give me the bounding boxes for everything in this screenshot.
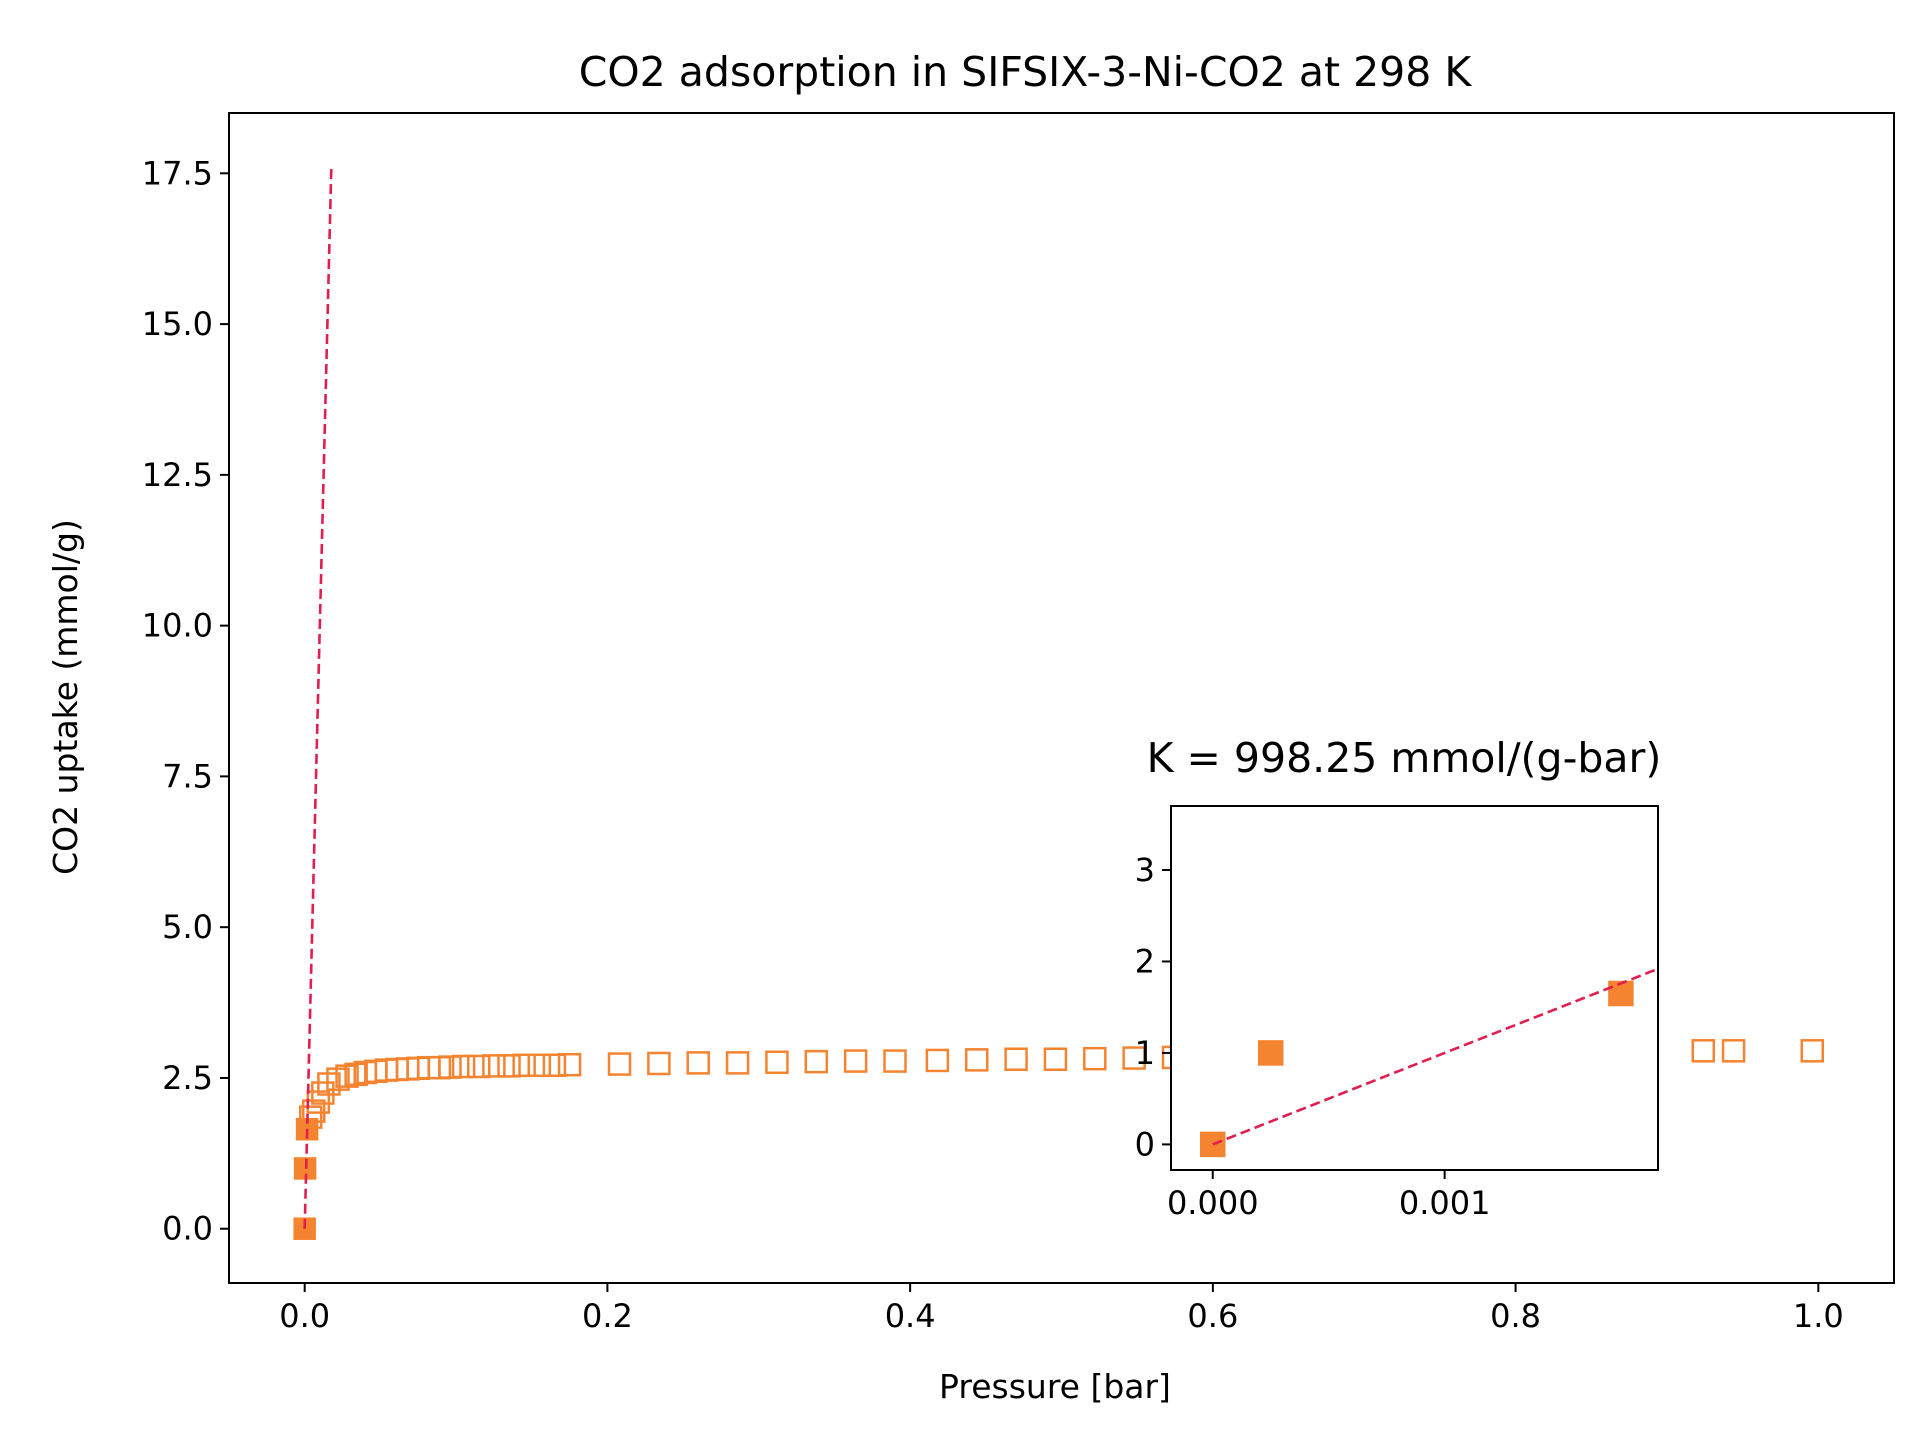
main-open-point [804, 1049, 829, 1074]
inset-y-tick-label: 0 [1135, 1125, 1155, 1163]
inset-y-tick-label: 1 [1135, 1034, 1155, 1072]
main-open-point [883, 1049, 907, 1073]
main-open-point [512, 1053, 536, 1078]
main-open-point [302, 1099, 326, 1123]
main-open-point [725, 1051, 750, 1075]
main-open-point [843, 1049, 868, 1073]
main-open-point [527, 1053, 552, 1078]
inset-filled-point [1199, 1131, 1226, 1158]
main-open-point [298, 1105, 323, 1129]
main-open-point [542, 1053, 567, 1078]
main-chart-title: CO2 adsorption in SIFSIX-3-Ni-CO2 at 298… [579, 48, 1473, 96]
main-y-tick-label: 12.5 [142, 456, 213, 494]
main-open-point [964, 1048, 989, 1072]
main-open-point [317, 1072, 341, 1096]
main-x-axis-label: Pressure [bar] [939, 1367, 1171, 1406]
main-open-point [1004, 1047, 1028, 1072]
main-open-point [335, 1064, 359, 1088]
inset-marks [1199, 967, 1658, 1158]
main-x-tick-label: 0.0 [279, 1297, 330, 1335]
main-open-point [344, 1062, 368, 1087]
main-open-point [686, 1051, 710, 1075]
main-y-tick-label: 2.5 [162, 1059, 213, 1097]
main-open-point [557, 1052, 582, 1077]
inset-y-tick-label: 2 [1135, 942, 1155, 980]
main-open-point [1083, 1046, 1107, 1071]
main-y-axis-label: CO2 uptake (mmol/g) [46, 519, 85, 875]
main-x-tick-label: 1.0 [1793, 1297, 1844, 1335]
main-open-point [311, 1081, 335, 1105]
main-x-tick-label: 0.6 [1187, 1297, 1238, 1335]
inset-chart-title: K = 998.25 mmol/(g-bar) [1147, 734, 1662, 782]
main-x-tick-label: 0.8 [1490, 1297, 1541, 1335]
inset-axes-frame [1170, 805, 1659, 1171]
main-open-point [1800, 1039, 1825, 1063]
main-axes-frame [228, 112, 1895, 1284]
main-open-point [467, 1054, 491, 1079]
main-open-point [482, 1054, 506, 1078]
main-open-point [925, 1048, 950, 1073]
main-open-point [1721, 1039, 1746, 1063]
main-plot: 0.0 0.2 0.4 0.6 0.8 1.0 0.0 2.5 5.0 7.5 10.0 12.5 15… [142, 112, 1895, 1335]
main-open-point [438, 1055, 462, 1079]
inset-y-tick-label: 3 [1135, 851, 1155, 889]
main-open-point [765, 1050, 789, 1075]
main-open-point [326, 1067, 350, 1091]
main-open-point [1691, 1039, 1716, 1063]
main-y-tick-label: 15.0 [142, 305, 213, 343]
inset-fit-line [1212, 967, 1658, 1146]
main-y-tick-label: 0.0 [162, 1210, 213, 1248]
main-open-point [607, 1052, 632, 1076]
main-fit-line [303, 167, 333, 1229]
main-open-point [1122, 1046, 1146, 1070]
main-x-tick-label: 0.2 [582, 1297, 633, 1335]
main-y-tick-label: 7.5 [162, 757, 213, 795]
main-y-tick-label: 17.5 [142, 154, 213, 192]
inset-filled-point [1257, 1040, 1284, 1066]
main-open-point [1043, 1047, 1068, 1072]
inset-plot: 0.000 0.001 0 1 2 3 [1135, 805, 1659, 1222]
main-open-point [497, 1054, 521, 1078]
main-open-point [451, 1054, 476, 1079]
main-x-tick-label: 0.4 [885, 1297, 936, 1335]
main-y-tick-label: 10.0 [142, 607, 213, 645]
inset-filled-point [1608, 980, 1634, 1007]
inset-x-tick-label: 0.000 [1167, 1184, 1259, 1222]
main-open-point [647, 1051, 671, 1076]
inset-x-tick-label: 0.001 [1399, 1184, 1491, 1222]
inset-plot-area [1171, 806, 1658, 1170]
main-y-tick-label: 5.0 [162, 908, 213, 946]
